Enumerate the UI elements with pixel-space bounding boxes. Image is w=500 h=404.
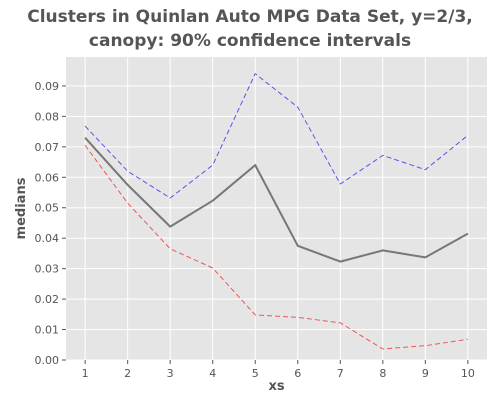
x-tick-label: 4 bbox=[209, 367, 216, 380]
y-axis: 0.00 0.01 0.02 0.03 0.04 0.05 0.06 0.07 0.08 0.09 bbox=[35, 80, 66, 367]
x-axis-label: xs bbox=[268, 379, 284, 394]
x-tick-label: 9 bbox=[422, 367, 429, 380]
plot-area bbox=[66, 57, 487, 360]
chart-title-line: canopy: 90% confidence intervals bbox=[89, 31, 411, 51]
x-tick-label: 8 bbox=[379, 367, 386, 380]
x-tick-label: 10 bbox=[461, 367, 475, 380]
series-line-median bbox=[84, 137, 469, 263]
x-tick-label: 7 bbox=[337, 367, 344, 380]
x-tick-label: 5 bbox=[252, 367, 259, 380]
x-tick-label: 1 bbox=[82, 367, 89, 380]
y-tick-label: 0.09 bbox=[35, 80, 60, 93]
y-tick-label: 0.03 bbox=[35, 263, 60, 276]
y-tick-label: 0.02 bbox=[35, 293, 60, 306]
y-tick-label: 0.06 bbox=[35, 171, 60, 184]
x-tick-label: 3 bbox=[167, 367, 174, 380]
series-line-upper bbox=[84, 73, 469, 199]
x-tick-label: 6 bbox=[294, 367, 301, 380]
y-tick-label: 0.04 bbox=[35, 232, 60, 245]
chart-title-line: Clusters in Quinlan Auto MPG Data Set, y… bbox=[27, 7, 473, 27]
x-tick-label: 2 bbox=[124, 367, 131, 380]
y-axis-label: medians bbox=[14, 177, 29, 239]
y-tick-label: 0.01 bbox=[35, 324, 60, 337]
series-line-lower bbox=[84, 145, 468, 350]
y-tick-label: 0.07 bbox=[35, 141, 60, 154]
series-lines bbox=[84, 73, 469, 350]
y-tick-label: 0.05 bbox=[35, 202, 60, 215]
chart-title: Clusters in Quinlan Auto MPG Data Set, y… bbox=[27, 7, 473, 51]
x-axis: 1 2 3 4 5 6 7 8 9 10 bbox=[82, 360, 475, 380]
y-tick-label: 0.08 bbox=[35, 110, 60, 123]
y-tick-label: 0.00 bbox=[35, 354, 60, 367]
